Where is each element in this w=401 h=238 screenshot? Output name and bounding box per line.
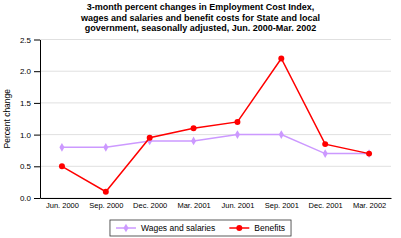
legend-label: Benefits <box>254 223 285 233</box>
grid <box>40 40 391 199</box>
legend-marker <box>123 224 128 233</box>
marker <box>103 189 109 195</box>
x-tick-label: Sep. 2000 <box>89 201 123 210</box>
marks <box>59 56 372 195</box>
y-tick: 0.0 <box>20 194 40 203</box>
x-axis-line <box>41 198 392 199</box>
marker <box>279 130 284 139</box>
y-tick: 0.5 <box>20 162 40 171</box>
marker <box>278 56 284 62</box>
marker <box>59 163 65 169</box>
y-tick-label: 0.0 <box>20 194 32 203</box>
x-tick: Sep. 2000 <box>89 201 123 210</box>
y-tick: 2.5 <box>20 36 40 45</box>
y-axis: 0.0 0.5 1.0 1.5 2.0 2.5 <box>20 36 41 204</box>
marker <box>191 137 196 146</box>
series-line <box>62 59 369 192</box>
y-tick: 2.0 <box>20 67 40 76</box>
y-tick-label: 2.0 <box>20 67 32 76</box>
plot: 0.0 0.5 1.0 1.5 2.0 2.5 Jun. 2000 Sep. 2000 Dec.… <box>20 36 392 211</box>
y-axis-title: Percent change <box>2 89 12 149</box>
y-tick-label: 0.5 <box>20 162 32 171</box>
y-tick: 1.5 <box>20 99 40 108</box>
marker <box>234 119 240 125</box>
marker <box>322 141 328 147</box>
y-tick-mark <box>34 135 40 136</box>
marker <box>191 125 197 131</box>
marker <box>59 143 64 152</box>
y-axis-line <box>40 40 41 199</box>
x-tick: Dec. 2000 <box>133 201 167 210</box>
grid-line <box>40 39 391 40</box>
y-tick-mark <box>34 198 40 199</box>
y-tick-label: 1.0 <box>20 131 32 140</box>
x-tick: Mar. 2002 <box>353 201 386 210</box>
grid-line <box>40 134 391 135</box>
legend: Wages and salaries Benefits <box>110 220 291 236</box>
x-axis: Jun. 2000 Sep. 2000 Dec. 2000 Mar. 2001 Jun.… <box>41 199 392 211</box>
title-line: wages and salaries and benefit costs for… <box>80 13 320 23</box>
x-tick: Jun. 2000 <box>46 201 79 210</box>
x-tick-label: Mar. 2001 <box>177 201 210 210</box>
x-tick-label: Mar. 2002 <box>353 201 386 210</box>
chart: 3-month percent changes in Employment Co… <box>0 0 401 238</box>
title: 3-month percent changes in Employment Co… <box>80 2 320 33</box>
x-tick-label: Jun. 2000 <box>46 201 79 210</box>
x-tick-label: Dec. 2001 <box>309 201 343 210</box>
legend-label: Wages and salaries <box>141 223 215 233</box>
title-line: government, seasonally adjusted, Jun. 20… <box>85 23 317 33</box>
y-tick-mark <box>34 71 40 72</box>
x-tick: Jun. 2001 <box>221 201 254 210</box>
legend-item: Benefits <box>229 223 285 233</box>
y-tick-mark <box>34 40 40 41</box>
x-tick-label: Sep. 2001 <box>265 201 299 210</box>
y-tick: 1.0 <box>20 131 40 140</box>
y-tick-mark <box>34 103 40 104</box>
legend-item: Wages and salaries <box>116 223 215 233</box>
marker <box>323 149 328 158</box>
marker <box>366 151 372 157</box>
title-line: 3-month percent changes in Employment Co… <box>87 2 315 12</box>
y-tick-label: 1.5 <box>20 99 32 108</box>
y-tick-mark <box>34 166 40 167</box>
x-tick-label: Jun. 2001 <box>221 201 254 210</box>
marker <box>147 135 153 141</box>
x-tick: Sep. 2001 <box>265 201 299 210</box>
marker <box>103 143 108 152</box>
x-tick: Mar. 2001 <box>177 201 210 210</box>
x-tick: Dec. 2001 <box>309 201 343 210</box>
series-markers <box>59 56 372 195</box>
series-line <box>62 135 369 154</box>
grid-line <box>40 71 391 72</box>
legend-marker <box>236 225 242 231</box>
grid-line <box>40 198 391 199</box>
grid-line <box>40 166 391 167</box>
marker <box>367 149 372 158</box>
series-markers <box>59 130 371 158</box>
legend-box <box>110 220 291 236</box>
x-tick-label: Dec. 2000 <box>133 201 167 210</box>
grid-line <box>40 102 391 103</box>
y-tick-label: 2.5 <box>20 36 32 45</box>
marker <box>235 130 240 139</box>
